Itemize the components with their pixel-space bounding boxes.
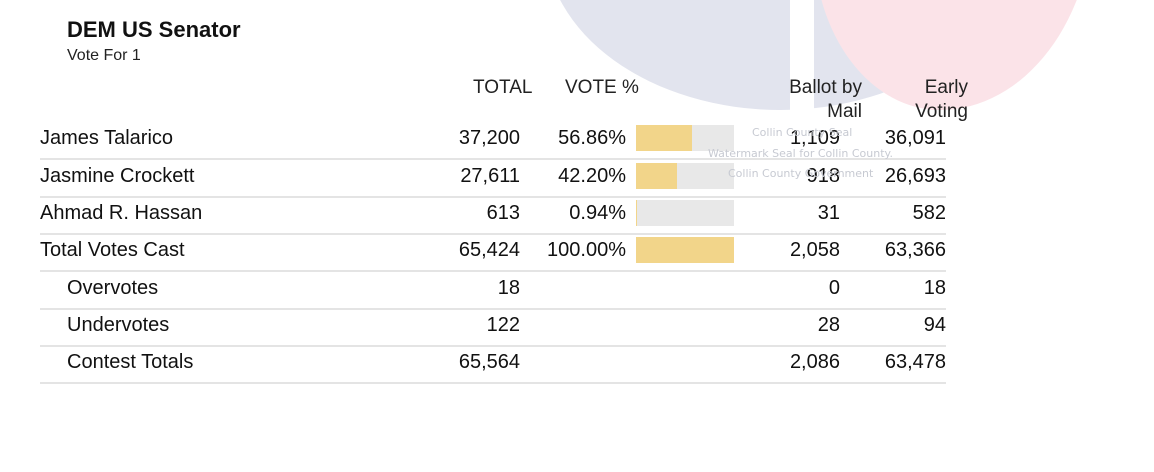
table-row-candidate: James Talarico 37,200 56.86% 1,109 36,09… bbox=[40, 122, 946, 160]
ballot-by-mail-votes: 0 bbox=[828, 277, 840, 299]
vote-percent-bar bbox=[636, 200, 734, 226]
table-row-candidate: Ahmad R. Hassan 613 0.94% 31 582 bbox=[40, 197, 946, 235]
ballot-by-mail-votes: 2,086 bbox=[789, 351, 840, 373]
watermark-seal-divider bbox=[790, 0, 814, 110]
column-header-early-voting: Early Voting bbox=[915, 77, 968, 122]
vote-percent-bar bbox=[636, 237, 734, 263]
row-label: Total Votes Cast bbox=[40, 239, 185, 261]
ballot-by-mail-votes: 1,109 bbox=[789, 127, 840, 149]
table-row-contest-totals: Contest Totals 65,564 2,086 63,478 bbox=[40, 346, 946, 384]
ballot-by-mail-votes: 31 bbox=[817, 202, 840, 224]
candidate-name: Jasmine Crockett bbox=[40, 165, 195, 187]
ballot-by-mail-votes: 2,058 bbox=[789, 239, 840, 261]
total-votes: 18 bbox=[497, 277, 520, 299]
row-label: Undervotes bbox=[67, 314, 170, 336]
early-voting-votes: 63,478 bbox=[884, 351, 946, 373]
vote-for-label: Vote For 1 bbox=[67, 47, 141, 64]
early-voting-votes: 26,693 bbox=[884, 165, 946, 187]
total-votes: 65,564 bbox=[458, 351, 520, 373]
vote-percent-bar-fill bbox=[636, 125, 692, 151]
early-voting-votes: 18 bbox=[923, 277, 946, 299]
ballot-by-mail-votes: 918 bbox=[806, 165, 840, 187]
table-row-undervotes: Undervotes 122 28 94 bbox=[40, 309, 946, 347]
early-voting-votes: 63,366 bbox=[884, 239, 946, 261]
total-votes: 122 bbox=[486, 314, 520, 336]
vote-percent-bar-fill bbox=[636, 237, 734, 263]
early-voting-votes: 582 bbox=[912, 202, 946, 224]
vote-percent: 42.20% bbox=[558, 165, 626, 187]
vote-percent-bar-fill bbox=[636, 163, 678, 189]
vote-percent-bar bbox=[636, 163, 734, 189]
vote-percent-bar-fill bbox=[636, 200, 637, 226]
column-header-vote-percent: VOTE % bbox=[565, 77, 639, 98]
table-row-total-votes-cast: Total Votes Cast 65,424 100.00% 2,058 63… bbox=[40, 234, 946, 272]
vote-percent: 0.94% bbox=[569, 202, 626, 224]
candidate-name: Ahmad R. Hassan bbox=[40, 202, 203, 224]
total-votes: 65,424 bbox=[458, 239, 520, 261]
table-row-overvotes: Overvotes 18 0 18 bbox=[40, 272, 946, 310]
candidate-name: James Talarico bbox=[40, 127, 174, 149]
total-votes: 27,611 bbox=[460, 165, 520, 187]
early-voting-votes: 36,091 bbox=[884, 127, 946, 149]
total-votes: 37,200 bbox=[458, 127, 520, 149]
vote-percent: 56.86% bbox=[558, 127, 626, 149]
vote-percent-bar bbox=[636, 125, 734, 151]
contest-title: DEM US Senator bbox=[67, 17, 241, 42]
row-label: Contest Totals bbox=[67, 351, 194, 373]
row-label: Overvotes bbox=[67, 277, 159, 299]
vote-percent: 100.00% bbox=[547, 239, 626, 261]
total-votes: 613 bbox=[486, 202, 520, 224]
table-row-candidate: Jasmine Crockett 27,611 42.20% 918 26,69… bbox=[40, 160, 946, 198]
early-voting-votes: 94 bbox=[923, 314, 946, 336]
ballot-by-mail-votes: 28 bbox=[817, 314, 840, 336]
column-header-ballot-by-mail: Ballot by Mail bbox=[789, 77, 862, 122]
column-header-total: TOTAL bbox=[473, 77, 533, 98]
